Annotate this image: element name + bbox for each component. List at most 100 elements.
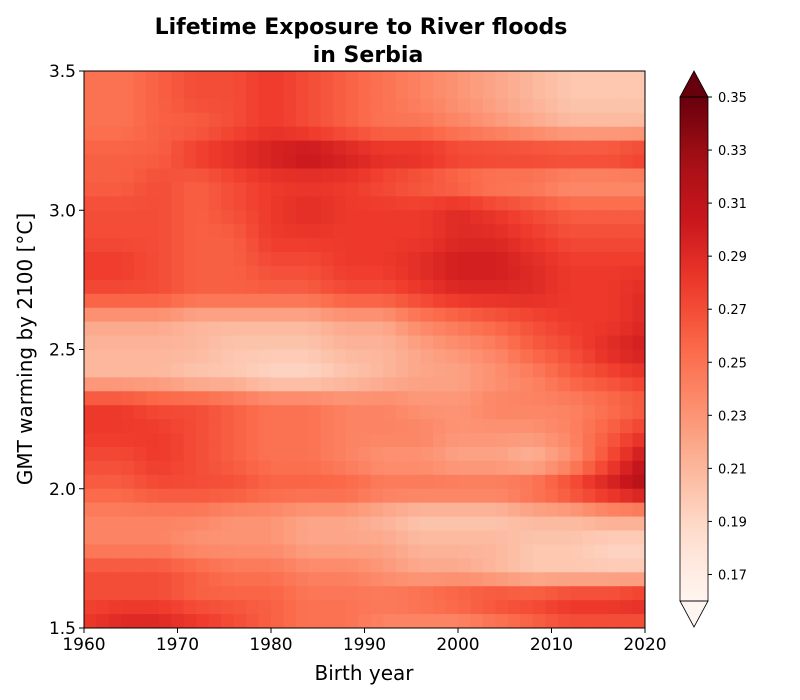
heatmap-cell <box>333 446 347 462</box>
heatmap-cell <box>183 502 197 518</box>
heatmap-cell <box>295 572 309 587</box>
heatmap-cell <box>620 224 634 239</box>
heatmap-cell <box>108 182 122 197</box>
heatmap-cell <box>283 377 297 392</box>
heatmap-cell <box>196 516 210 532</box>
heatmap-cell <box>221 154 235 170</box>
heatmap-cell <box>495 446 509 462</box>
heatmap-cell <box>420 182 434 197</box>
heatmap-cell <box>283 238 297 253</box>
heatmap-cell <box>246 140 260 156</box>
heatmap-cell <box>121 252 135 267</box>
heatmap-cell <box>445 363 459 378</box>
heatmap-cell <box>158 84 172 100</box>
heatmap-cell <box>482 572 496 587</box>
heatmap-cell <box>158 600 172 615</box>
heatmap-cell <box>507 307 521 323</box>
heatmap-cell <box>507 460 521 476</box>
heatmap-cell <box>208 168 222 183</box>
heatmap-cell <box>383 433 397 448</box>
heatmap-cell <box>370 544 384 559</box>
heatmap-cell <box>420 600 434 615</box>
heatmap-cell <box>582 502 596 518</box>
heatmap-cell <box>482 307 496 323</box>
heatmap-cell <box>271 349 285 365</box>
heatmap-cell <box>433 558 447 573</box>
heatmap-cell <box>370 168 384 183</box>
heatmap-cell <box>532 349 546 365</box>
heatmap-cell <box>133 112 147 128</box>
heatmap-cell <box>532 502 546 518</box>
heatmap-cell <box>295 238 309 253</box>
heatmap-cell <box>108 279 122 295</box>
heatmap-cell <box>308 558 322 573</box>
heatmap-cell <box>221 168 235 183</box>
heatmap-cell <box>445 126 459 142</box>
chart-title-line1: Lifetime Exposure to River floods <box>155 15 568 40</box>
heatmap-cell <box>458 210 472 225</box>
heatmap-cell <box>458 182 472 197</box>
heatmap-cell <box>582 544 596 559</box>
heatmap-cell <box>158 168 172 183</box>
heatmap-cell <box>271 586 285 601</box>
heatmap-cell <box>108 140 122 156</box>
heatmap-cell <box>507 502 521 518</box>
heatmap-cell <box>445 196 459 211</box>
heatmap-cell <box>507 182 521 197</box>
heatmap-cell <box>507 140 521 156</box>
heatmap-cell <box>183 321 197 337</box>
heatmap-cell <box>320 377 334 392</box>
heatmap-cell <box>482 433 496 448</box>
heatmap-cell <box>320 363 334 378</box>
heatmap-cell <box>96 516 110 532</box>
heatmap-cell <box>458 321 472 337</box>
heatmap-cell <box>246 558 260 573</box>
heatmap-cell <box>133 600 147 615</box>
heatmap-cell <box>383 600 397 615</box>
heatmap-cell <box>395 474 409 490</box>
heatmap-cell <box>570 544 584 559</box>
heatmap-cell <box>221 279 235 295</box>
heatmap-cell <box>333 377 347 392</box>
heatmap-cell <box>221 405 235 420</box>
heatmap-cell <box>271 154 285 170</box>
heatmap-cell <box>507 168 521 183</box>
heatmap-cell <box>258 112 272 128</box>
heatmap-cell <box>108 377 122 392</box>
heatmap-cell <box>458 572 472 587</box>
heatmap-cell <box>295 530 309 546</box>
heatmap-cell <box>507 363 521 378</box>
heatmap-cell <box>84 600 98 615</box>
heatmap-cell <box>271 614 285 628</box>
heatmap-cell <box>420 98 434 114</box>
heatmap-cell <box>271 544 285 559</box>
heatmap-cell <box>196 126 210 142</box>
heatmap-cell <box>595 377 609 392</box>
heatmap-cell <box>632 474 645 490</box>
heatmap-cell <box>320 530 334 546</box>
heatmap-cell <box>557 279 571 295</box>
heatmap-cell <box>545 558 559 573</box>
heatmap-cell <box>233 71 247 86</box>
heatmap-cell <box>532 210 546 225</box>
heatmap-cell <box>333 154 347 170</box>
heatmap-cell <box>545 140 559 156</box>
heatmap-cell <box>370 460 384 476</box>
heatmap-cell <box>108 196 122 211</box>
heatmap-cell <box>96 154 110 170</box>
heatmap-cell <box>283 614 297 628</box>
heatmap-cell <box>632 265 645 281</box>
heatmap-cell <box>482 405 496 420</box>
heatmap-cell <box>632 279 645 295</box>
heatmap-cell <box>582 488 596 504</box>
x-tick-label: 1990 <box>343 635 386 655</box>
heatmap-cell <box>395 419 409 434</box>
heatmap-cell <box>208 614 222 628</box>
heatmap-cell <box>370 349 384 365</box>
heatmap-cell <box>271 265 285 281</box>
heatmap-cell <box>532 586 546 601</box>
heatmap-cell <box>158 154 172 170</box>
heatmap-cell <box>482 210 496 225</box>
heatmap-cell <box>196 460 210 476</box>
heatmap-cell <box>308 224 322 239</box>
